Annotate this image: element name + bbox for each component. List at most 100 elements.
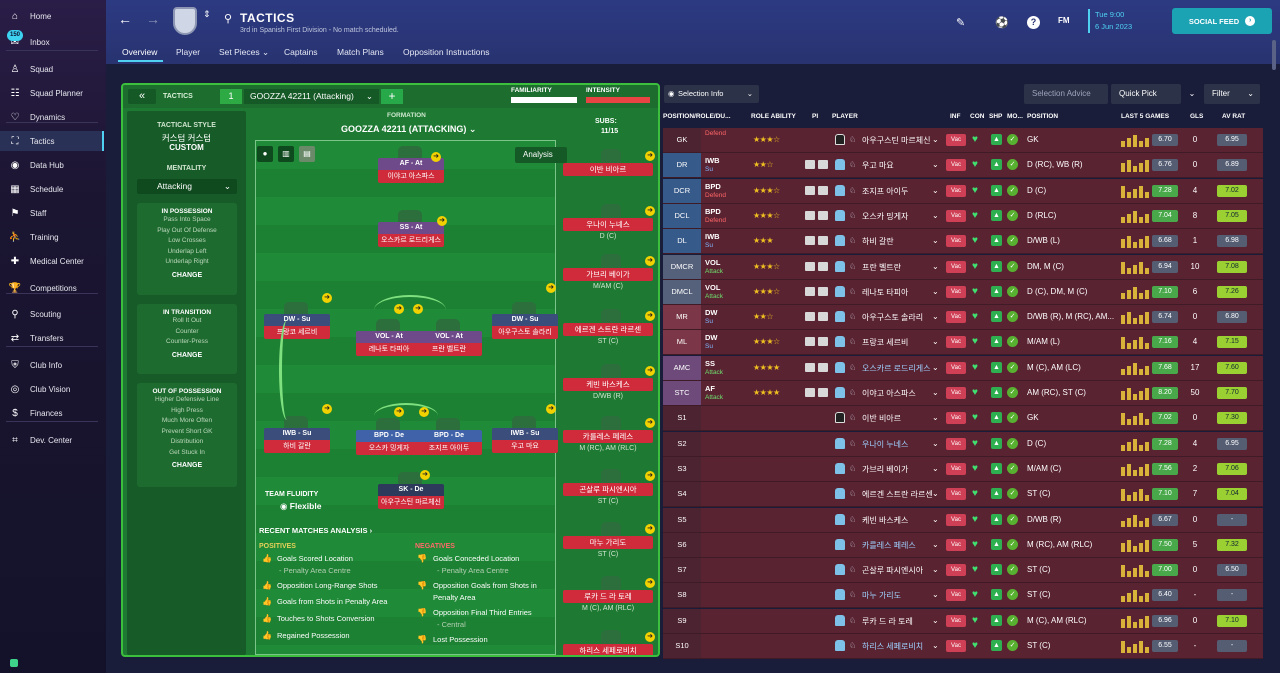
sidebar-item-scouting[interactable]: ⚲ Scouting [0,304,104,324]
chevron-down-icon[interactable]: ⌄ [932,261,939,271]
player-instruction-icon[interactable] [805,362,815,372]
player-instruction-icon[interactable] [805,160,815,170]
col-con[interactable]: CON [970,113,985,120]
player-instruction-arrow-icon[interactable]: ➜ [322,293,332,303]
chevron-down-icon[interactable]: ⌄ [932,160,939,170]
col-av-rat[interactable]: AV RAT [1222,113,1246,120]
pitch-player-card[interactable]: DW - Su 프랑코 세르비 [264,302,330,344]
row-position[interactable]: DCL [663,203,701,228]
table-row[interactable]: DMCR VOL Attack ★★★☆ ♘ 프란 벨트란 ⌄ Vac ♥ ▲ ✓ DM, M (C)… [663,254,1263,280]
mentality-selector[interactable]: Attacking ⌄ [137,179,237,194]
crest-switch-icon[interactable]: ⇕ [203,9,211,19]
quick-pick-button[interactable]: Quick Pick ⌄ [1111,84,1195,104]
sub-player-name[interactable]: 곤살루 파시엔시아 [563,483,653,496]
col-pi[interactable]: PI [812,113,819,120]
sidebar-item-dev-center[interactable]: ⌗ Dev. Center [0,430,104,450]
selection-advice-button[interactable]: Selection Advice [1024,84,1108,104]
player-name[interactable]: 조지프 아이두 [862,186,909,196]
pitch-player-card[interactable]: BPD - De 오스카 밍게자 [356,418,422,460]
negative-item[interactable]: Goals Conceded Location [433,554,520,563]
sidebar-bottom-icon[interactable] [10,659,18,667]
tab-match-plans[interactable]: Match Plans [337,47,384,57]
in-transition-change-button[interactable]: CHANGE [171,351,203,359]
sidebar-item-transfers[interactable]: ⇄ Transfers [0,328,104,348]
player-name[interactable]: 프랑코 세르비 [862,338,909,348]
chevron-down-icon[interactable]: ⌄ [932,286,939,296]
sidebar-item-competitions[interactable]: 🏆 Competitions [0,278,104,298]
player-instruction-arrow-icon[interactable]: ➜ [322,404,332,414]
chevron-down-icon[interactable]: ⌄ [932,185,939,195]
row-position[interactable]: DMCR [663,254,701,279]
positive-item[interactable]: Opposition Long-Range Shots [277,581,378,590]
col-mo[interactable]: MO... [1007,113,1023,120]
table-row[interactable]: S8 ♘ 마누 가리도 ⌄ Vac ♥ ▲ ✓ ST (C) 6.40 - - [663,583,1263,609]
row-position[interactable]: MR [663,305,701,330]
col-player[interactable]: PLAYER [832,113,858,120]
formation-selector[interactable]: GOOZZA 42211 (ATTACKING) ⌄ [341,124,476,135]
player-instruction-icon[interactable] [818,388,828,397]
add-tactic-button[interactable]: + [381,89,403,104]
table-row[interactable]: STC AF Attack ★★★★ ♘ 이야고 아스파스 ⌄ Vac ♥ ▲ ✓ AM (RC), … [663,381,1263,406]
chevron-down-icon[interactable]: ⌄ [932,463,939,473]
player-name[interactable]: 마누 가리도 [862,591,902,601]
row-position[interactable]: S1 [663,406,701,431]
tab-overview[interactable]: Overview [122,47,158,57]
player-name[interactable]: 아우구스토 솔라리 [862,313,924,323]
chevron-down-icon[interactable]: ⌄ [932,135,939,144]
sub-player-name[interactable]: 우나이 누녜스 [563,218,653,231]
player-instruction-icon[interactable] [818,337,828,347]
forward-arrow-icon[interactable]: → [146,11,160,27]
player-name[interactable]: 하리스 세페로비치 [862,642,924,651]
table-row[interactable]: S10 ♘ 하리스 세페로비치 ⌄ Vac ♥ ▲ ✓ ST (C) 6.55 - - [663,634,1263,659]
pitch-player-card[interactable]: BPD - De 조지프 아이두 [416,418,482,460]
chevron-down-icon[interactable]: ⌄ [932,210,939,220]
player-name[interactable]: 우고 마요 [862,161,894,171]
table-row[interactable]: S9 ♘ 루카 드 라 토레 ⌄ Vac ♥ ▲ ✓ M (C), AM (RLC) 6.96 0 7… [663,608,1263,634]
tab-opposition-instructions[interactable]: Opposition Instructions [403,47,490,57]
row-position[interactable]: S5 [663,507,701,532]
player-instruction-arrow-icon[interactable]: ➜ [431,152,441,162]
sidebar-item-dynamics[interactable]: ♡ Dynamics [0,107,104,127]
sidebar-item-squad[interactable]: ♙ Squad [0,59,104,79]
in-possession-change-button[interactable]: CHANGE [171,271,203,279]
row-position[interactable]: S9 [663,608,701,633]
tactic-view-icon[interactable]: ▤ [299,146,315,162]
player-instruction-arrow-icon[interactable]: ➜ [437,216,447,226]
row-position[interactable]: S4 [663,482,701,507]
table-row[interactable]: DCR BPD Defend ★★★☆ ♘ 조지프 아이두 ⌄ Vac ♥ ▲ ✓ D (C) 7.28… [663,178,1263,204]
player-instruction-icon[interactable] [818,286,828,296]
player-instruction-icon[interactable] [805,261,815,271]
table-row[interactable]: AMC SS Attack ★★★★ ♘ 오스카르 로드리게스 ⌄ Vac ♥ ▲ ✓ M (C), … [663,355,1263,381]
table-row[interactable]: S6 ♘ 카를레스 페레스 ⌄ Vac ♥ ▲ ✓ M (RC), AM (RLC) 7.50 5 7… [663,532,1263,558]
club-crest[interactable] [173,7,197,35]
pitch-player-card[interactable]: VOL - At 레나토 타피아 [356,319,422,361]
table-row[interactable]: S4 ♘ 에르겐 스트란 라르센 ⌄ Vac ♥ ▲ ✓ ST (C) 7.10 7 7.04 [663,482,1263,508]
chevron-down-icon[interactable]: ⌄ [932,641,939,650]
chevron-down-icon[interactable]: ⌄ [1188,89,1196,98]
pitch-player-card[interactable]: VOL - At 프란 벨트란 [416,319,482,361]
chevron-down-icon[interactable]: ⌄ [932,312,939,322]
chevron-down-icon[interactable]: ⌄ [932,337,939,347]
row-position[interactable]: S3 [663,456,701,481]
pitch-player-card[interactable]: SK - De 아우구스틴 마르체신 [378,472,444,514]
player-instruction-icon[interactable] [805,185,815,195]
pitch-player-card[interactable]: DW - Su 아우구스토 솔라리 [492,302,558,344]
row-position[interactable]: DCR [663,178,701,203]
sub-player-name[interactable]: 케빈 바스케스 [563,378,653,391]
table-row[interactable]: S2 ♘ 우나이 누녜스 ⌄ Vac ♥ ▲ ✓ D (C) 7.28 4 6.95 [663,431,1263,457]
tab-captains[interactable]: Captains [284,47,318,57]
social-feed-button[interactable]: SOCIAL FEED › [1172,8,1272,34]
search-icon[interactable]: ⚲ [224,13,233,25]
table-row[interactable]: S7 ♘ 곤살루 파시엔시아 ⌄ Vac ♥ ▲ ✓ ST (C) 7.00 0 6.50 [663,558,1263,584]
chevron-down-icon[interactable]: ⌄ [932,489,939,499]
sidebar-item-tactics[interactable]: ⛶ Tactics [0,131,104,151]
sidebar-item-schedule[interactable]: ▦ Schedule [0,179,104,199]
sub-player-name[interactable]: 이반 비아르 [563,163,653,176]
chevron-down-icon[interactable]: ⌄ [932,438,939,448]
negative-item[interactable]: Lost Possession [433,635,488,644]
help-icon[interactable]: ? [1027,16,1040,29]
player-name[interactable]: 이반 비아르 [862,414,902,424]
kit-view-icon[interactable]: ● [257,146,273,162]
player-name[interactable]: 가브리 베이가 [862,464,909,474]
player-name[interactable]: 루카 드 라 토레 [862,616,913,626]
